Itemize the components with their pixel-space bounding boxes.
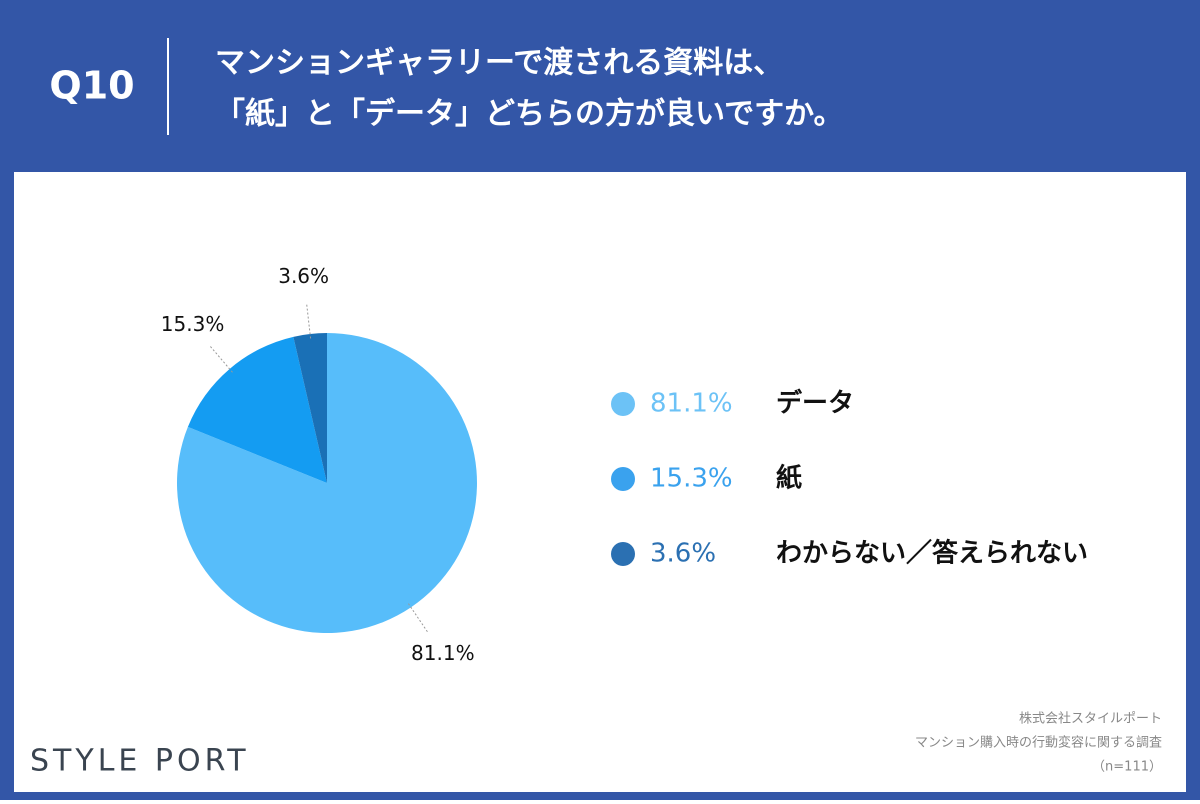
title-line: 「紙」と「データ」どちらの方が良いですか。 — [215, 97, 844, 132]
source-line: マンション購入時の行動変容に関する調査 — [915, 735, 1162, 751]
question-number: Q10 — [49, 64, 134, 108]
logo: STYLE PORT — [30, 744, 250, 779]
pie-slice — [187, 336, 327, 483]
legend-swatch — [611, 542, 635, 566]
leader-line — [306, 304, 312, 339]
pie-slice — [293, 333, 327, 483]
title-line: マンションギャラリーで渡される資料は、 — [215, 46, 783, 81]
source-line: 株式会社スタイルポート — [1019, 711, 1162, 727]
legend-value: 3.6% — [650, 539, 716, 569]
legend-label: 紙 — [776, 463, 802, 494]
legend-swatch — [611, 467, 635, 491]
chart: 81.1% 15.3% 3.6% 81.1% データ 15.3% 紙 3.6% わからない／答え… — [161, 264, 1088, 665]
leader-line — [209, 345, 233, 373]
legend-value: 15.3% — [650, 464, 733, 494]
source-line: （n=111） — [1092, 760, 1162, 775]
legend-label: データ — [776, 388, 854, 419]
data-label: 81.1% — [411, 641, 475, 665]
data-label: 15.3% — [161, 312, 225, 336]
legend-swatch — [611, 392, 635, 416]
data-label: 3.6% — [278, 264, 329, 288]
leader-line — [407, 603, 429, 633]
legend-label: わからない／答えられない — [776, 538, 1088, 569]
legend-value: 81.1% — [650, 389, 733, 419]
